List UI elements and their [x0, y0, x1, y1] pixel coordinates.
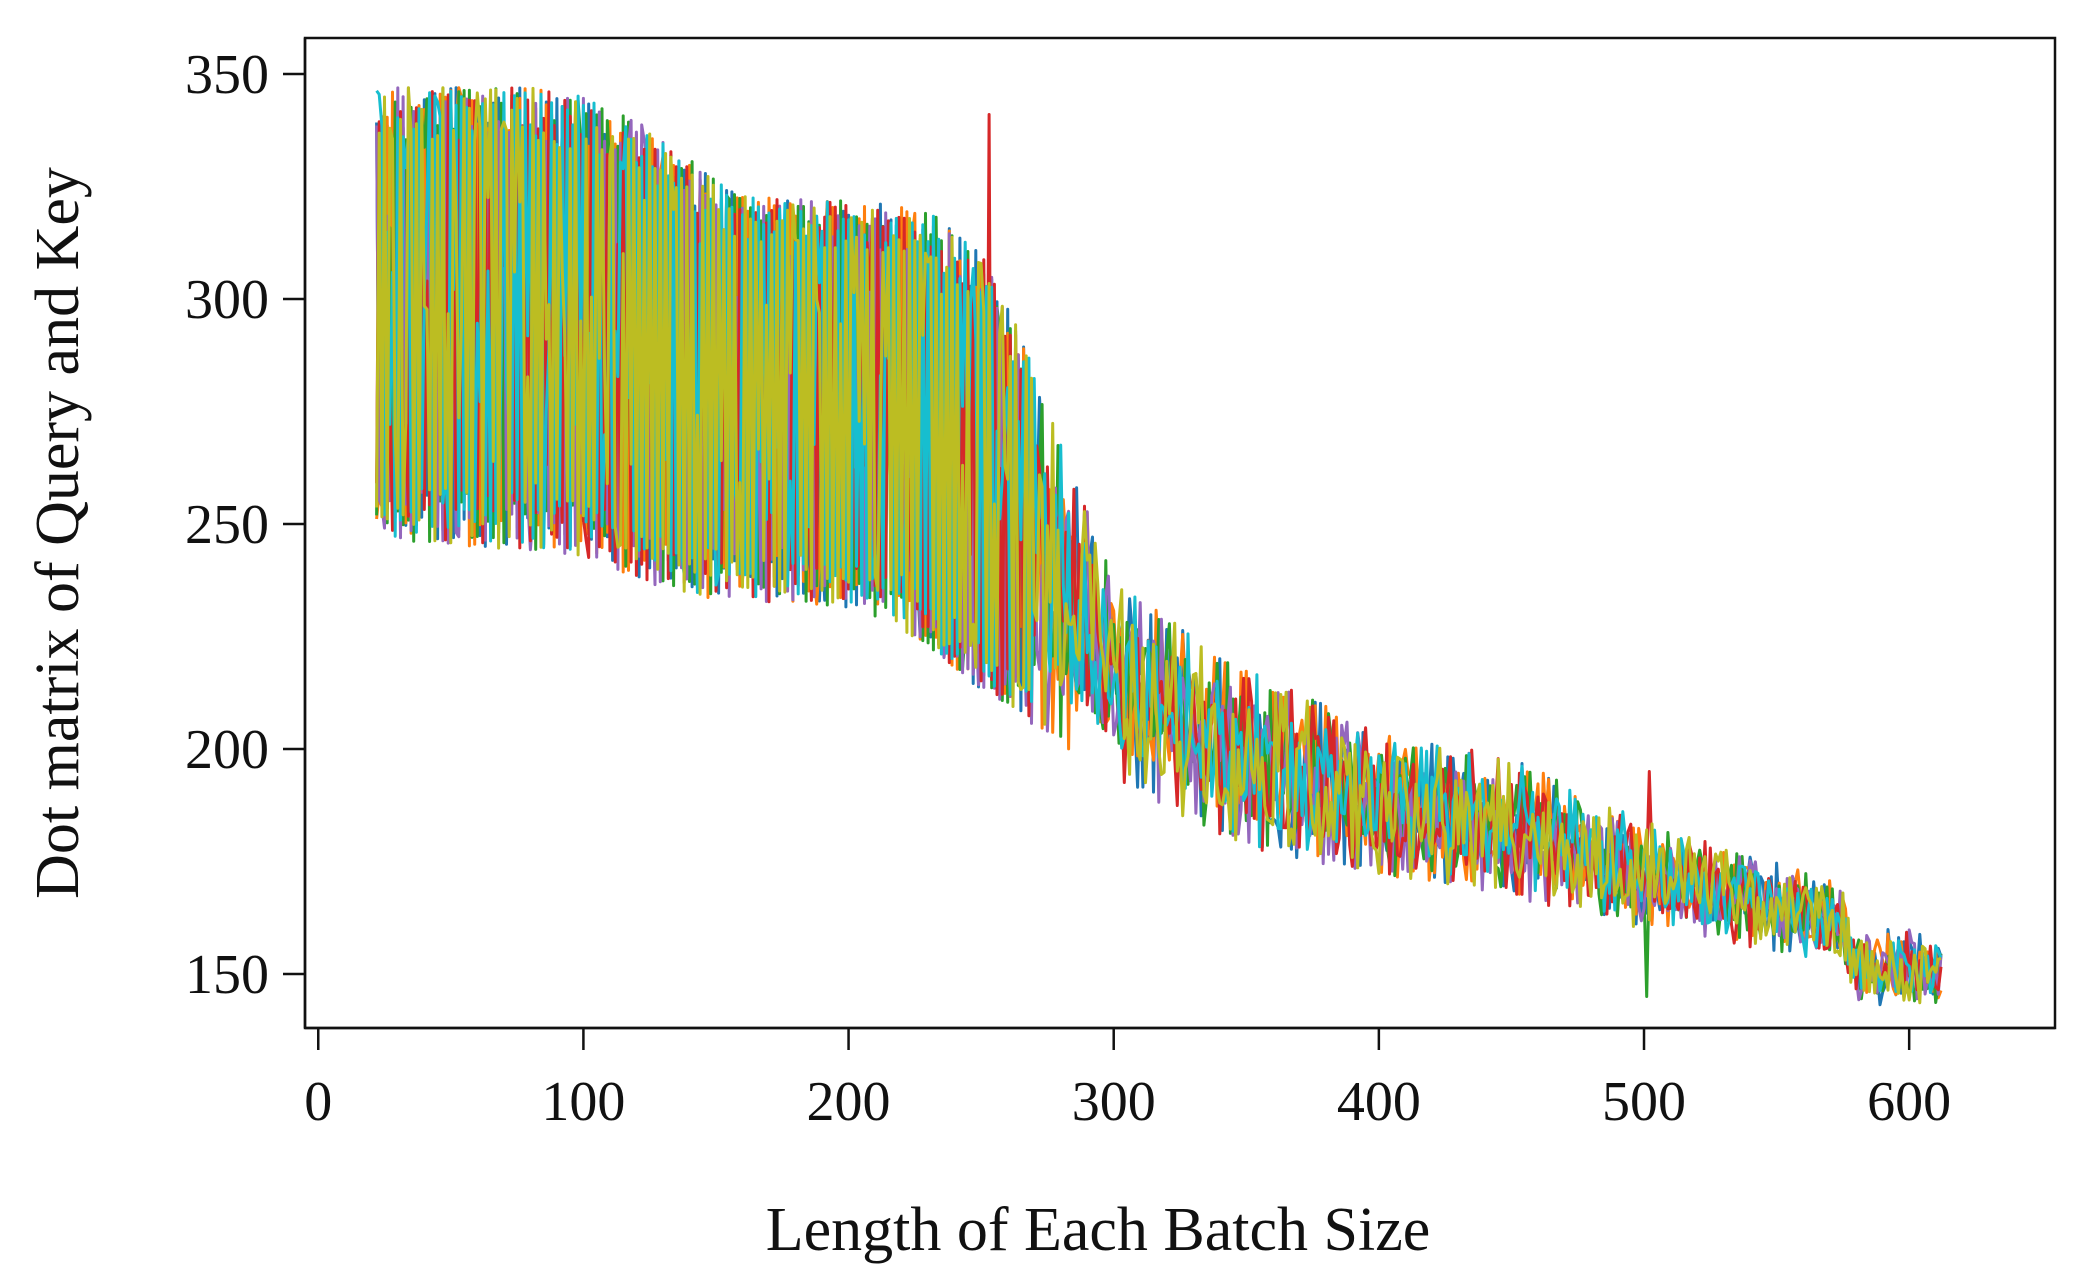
x-tick-label: 600: [1867, 1071, 1951, 1133]
x-tick-label: 500: [1602, 1071, 1686, 1133]
x-tick-label: 100: [541, 1071, 625, 1133]
y-tick-label: 200: [185, 719, 269, 781]
x-tick-label: 400: [1337, 1071, 1421, 1133]
y-tick-label: 350: [185, 44, 269, 106]
x-tick-label: 0: [304, 1071, 332, 1133]
y-tick-label: 300: [185, 269, 269, 331]
y-axis-title: Dot matrix of Query and Key: [24, 167, 92, 899]
x-axis: 0 100 200 300 400 500 600: [304, 1026, 2055, 1133]
x-axis-title: Length of Each Batch Size: [766, 1196, 1431, 1264]
y-tick-label: 150: [185, 944, 269, 1006]
series-line: [375, 86, 1942, 1005]
y-tick-label: 250: [185, 494, 269, 556]
x-tick-label: 300: [1072, 1071, 1156, 1133]
y-axis: 150 200 250 300 350: [185, 38, 307, 1028]
x-tick-label: 200: [807, 1071, 891, 1133]
series-group: [375, 86, 1943, 1007]
